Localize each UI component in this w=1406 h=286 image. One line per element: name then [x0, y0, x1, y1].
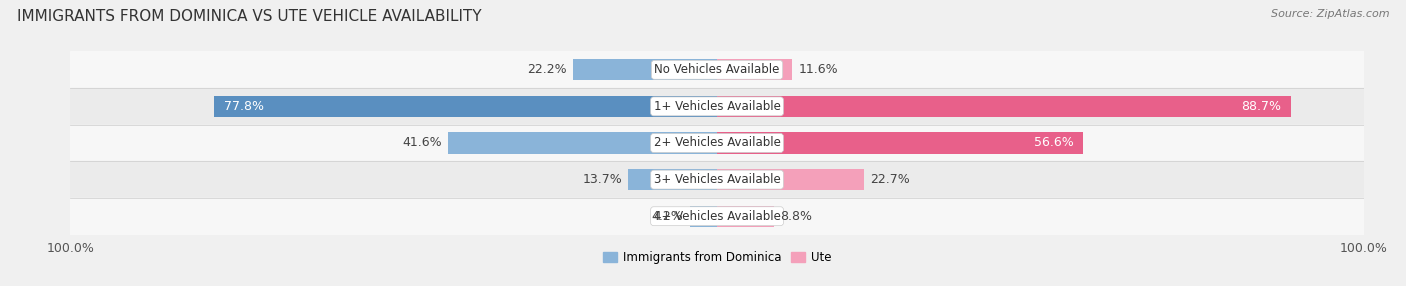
Bar: [70, 88, 1364, 125]
Bar: [449, 132, 717, 154]
Bar: [717, 169, 863, 190]
Text: No Vehicles Available: No Vehicles Available: [654, 63, 780, 76]
Bar: [70, 198, 1364, 235]
Text: 8.8%: 8.8%: [780, 210, 813, 223]
Text: 13.7%: 13.7%: [582, 173, 621, 186]
Text: 22.2%: 22.2%: [527, 63, 567, 76]
Text: 11.6%: 11.6%: [799, 63, 838, 76]
Text: IMMIGRANTS FROM DOMINICA VS UTE VEHICLE AVAILABILITY: IMMIGRANTS FROM DOMINICA VS UTE VEHICLE …: [17, 9, 481, 23]
Bar: [70, 125, 1364, 161]
Bar: [70, 51, 1364, 88]
Bar: [574, 59, 717, 80]
Text: 3+ Vehicles Available: 3+ Vehicles Available: [654, 173, 780, 186]
Text: 56.6%: 56.6%: [1033, 136, 1073, 150]
Bar: [717, 59, 792, 80]
Bar: [717, 206, 773, 227]
Bar: [717, 132, 1083, 154]
Legend: Immigrants from Dominica, Ute: Immigrants from Dominica, Ute: [598, 247, 837, 269]
Text: 1+ Vehicles Available: 1+ Vehicles Available: [654, 100, 780, 113]
Text: 22.7%: 22.7%: [870, 173, 910, 186]
Text: 77.8%: 77.8%: [224, 100, 263, 113]
Text: 4+ Vehicles Available: 4+ Vehicles Available: [654, 210, 780, 223]
Text: 4.2%: 4.2%: [651, 210, 683, 223]
Bar: [70, 161, 1364, 198]
Bar: [214, 96, 717, 117]
Text: Source: ZipAtlas.com: Source: ZipAtlas.com: [1271, 9, 1389, 19]
Bar: [717, 96, 1291, 117]
Text: 2+ Vehicles Available: 2+ Vehicles Available: [654, 136, 780, 150]
Bar: [690, 206, 717, 227]
Text: 41.6%: 41.6%: [402, 136, 441, 150]
Bar: [628, 169, 717, 190]
Text: 88.7%: 88.7%: [1241, 100, 1281, 113]
